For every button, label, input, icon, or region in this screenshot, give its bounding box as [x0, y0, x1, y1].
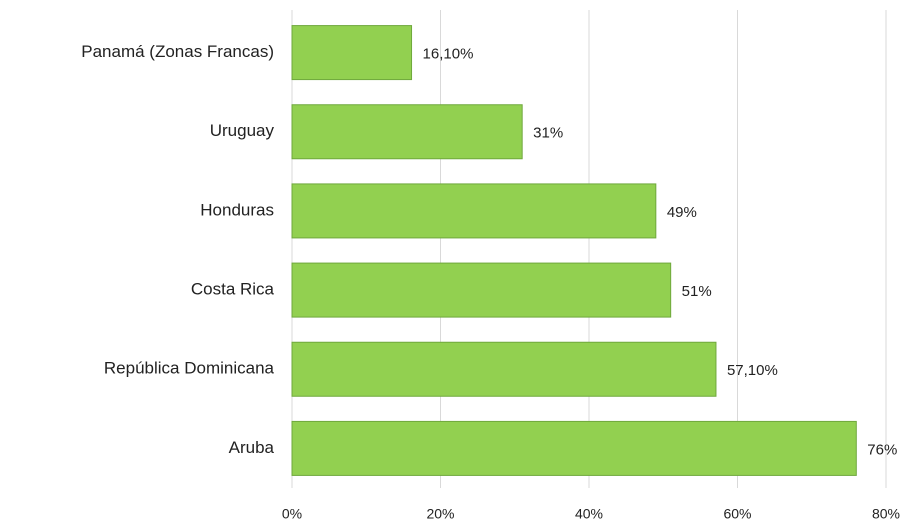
bar	[291, 183, 657, 239]
data-label: 76%	[867, 441, 897, 458]
x-tick-label: 80%	[872, 506, 900, 522]
bar	[291, 420, 857, 476]
bar	[291, 104, 523, 160]
x-tick-label: 40%	[575, 506, 603, 522]
x-tick-label: 60%	[723, 506, 751, 522]
bar	[291, 341, 717, 397]
bar	[291, 25, 413, 81]
y-tick-label: Costa Rica	[191, 280, 275, 299]
data-label: 49%	[667, 204, 697, 221]
x-tick-label: 0%	[282, 506, 302, 522]
data-label: 51%	[682, 283, 712, 300]
y-tick-label: Uruguay	[210, 121, 275, 140]
y-tick-label: Aruba	[229, 438, 275, 457]
data-label: 57,10%	[727, 362, 778, 379]
y-tick-label: República Dominicana	[104, 359, 275, 378]
bar	[291, 262, 672, 318]
y-tick-label: Panamá (Zonas Francas)	[81, 42, 274, 61]
y-tick-label: Honduras	[200, 200, 274, 219]
data-label: 31%	[533, 125, 563, 142]
data-label: 16,10%	[423, 46, 474, 63]
x-tick-label: 20%	[426, 506, 454, 522]
